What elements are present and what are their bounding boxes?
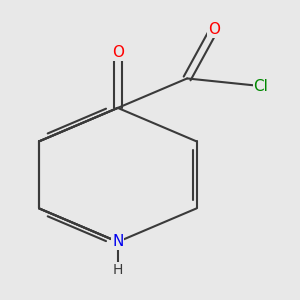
Text: O: O xyxy=(208,22,220,38)
Text: N: N xyxy=(112,234,124,249)
Text: O: O xyxy=(112,46,124,61)
Text: Cl: Cl xyxy=(254,79,268,94)
Text: H: H xyxy=(112,263,123,277)
